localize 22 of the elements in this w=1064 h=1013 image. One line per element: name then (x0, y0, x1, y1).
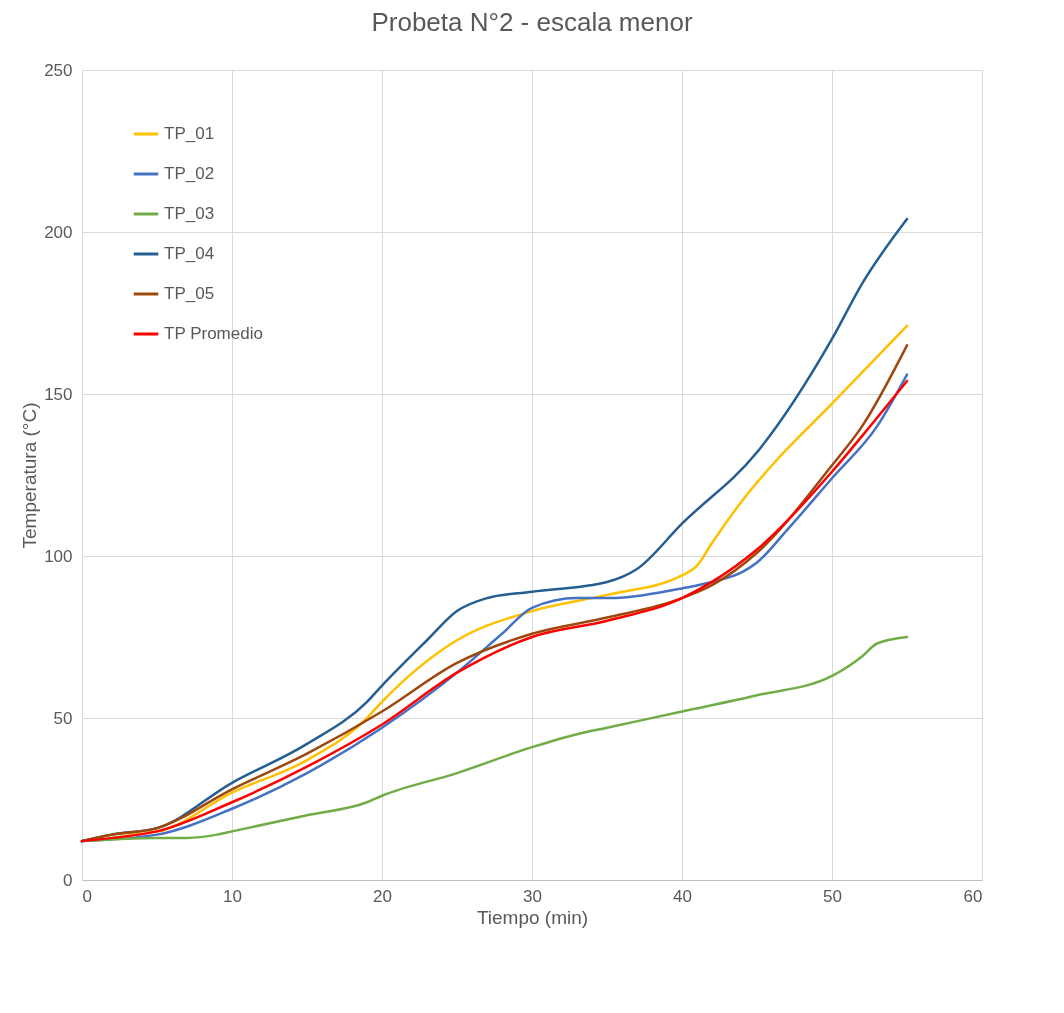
x-tick-label: 10 (223, 886, 242, 906)
x-tick-label: 50 (823, 886, 842, 906)
y-tick-label: 0 (63, 870, 73, 890)
y-tick-label: 150 (44, 384, 73, 404)
x-tick-label: 60 (963, 886, 983, 906)
x-tick-label: 40 (673, 886, 692, 906)
chart-title: Probeta N°2 - escala menor (371, 7, 693, 37)
y-tick-label: 50 (53, 708, 73, 728)
x-tick-label: 30 (523, 886, 542, 906)
y-axis-title: Temperatura (°C) (19, 402, 41, 549)
legend-label: TP_01 (164, 124, 215, 143)
x-tick-label: 0 (82, 886, 92, 906)
y-tick-label: 250 (44, 60, 73, 80)
legend-label: TP_05 (164, 284, 215, 303)
y-tick-label: 100 (44, 546, 73, 566)
y-tick-label: 200 (44, 222, 73, 242)
legend-label: TP_04 (164, 244, 215, 263)
x-axis-title: Tiempo (min) (476, 906, 589, 928)
legend-label: TP_03 (164, 204, 215, 223)
legend-label: TP_02 (164, 164, 215, 183)
x-tick-label: 20 (373, 886, 392, 906)
legend-label: TP Promedio (164, 324, 263, 343)
